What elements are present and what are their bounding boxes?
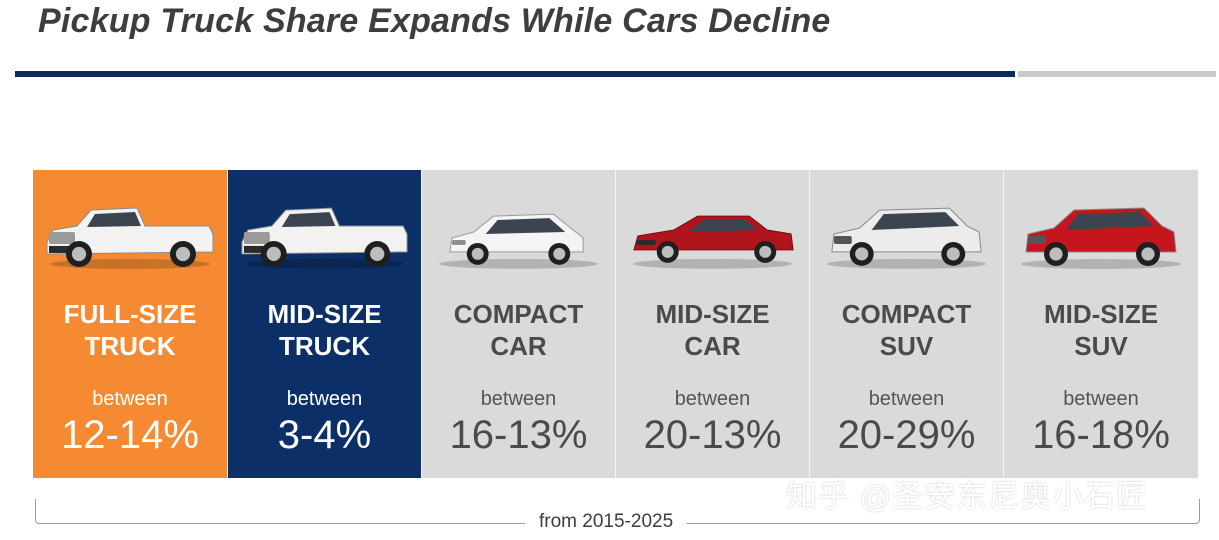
segment-name-line2: TRUCK <box>84 331 176 361</box>
panel-mid-size-suv: MID-SIZE SUV between 16-18% <box>1003 170 1198 478</box>
share-range: 16-13% <box>449 413 588 457</box>
title-underline-accent <box>1018 71 1216 77</box>
mid-size-pickup-truck-image <box>228 184 421 280</box>
compact-suv-image <box>810 184 1003 280</box>
segment-name-line2: CAR <box>490 331 547 361</box>
segment-name-line1: MID-SIZE <box>267 299 382 329</box>
segment-name: COMPACT SUV <box>810 298 1003 362</box>
share-range: 16-18% <box>1032 413 1170 457</box>
vehicle-segment-panels: FULL-SIZE TRUCK between 12-14% MID-SIZE … <box>33 170 1198 478</box>
share-range: 20-13% <box>643 413 782 457</box>
title-underline <box>15 71 1015 77</box>
segment-name: MID-SIZE CAR <box>616 298 809 362</box>
page-title: Pickup Truck Share Expands While Cars De… <box>38 2 831 40</box>
between-label: between <box>286 388 363 410</box>
share-range: 12-14% <box>61 413 199 457</box>
panel-compact-suv: COMPACT SUV between 20-29% <box>809 170 1003 478</box>
between-label: between <box>1063 388 1139 410</box>
share-range: 20-29% <box>837 413 976 457</box>
watermark: 知乎 @圣安东尼奥小石匠 <box>786 479 1149 514</box>
segment-name-line1: MID-SIZE <box>655 299 770 329</box>
segment-name-line1: MID-SIZE <box>1043 299 1159 329</box>
panel-full-size-truck: FULL-SIZE TRUCK between 12-14% <box>33 170 227 478</box>
mid-size-sedan-car-image <box>616 184 809 280</box>
segment-name-line2: SUV <box>879 331 934 361</box>
segment-name: MID-SIZE TRUCK <box>228 298 421 362</box>
panel-mid-size-truck: MID-SIZE TRUCK between 3-4% <box>227 170 421 478</box>
segment-name-line1: COMPACT <box>453 299 584 329</box>
mid-size-suv-image <box>1004 184 1198 280</box>
panel-compact-car: COMPACT CAR between 16-13% <box>421 170 615 478</box>
between-label: between <box>92 388 168 410</box>
segment-name: FULL-SIZE TRUCK <box>33 298 227 362</box>
period-label: from 2015-2025 <box>525 511 688 533</box>
segment-name-line2: SUV <box>1074 331 1128 361</box>
segment-name: COMPACT CAR <box>422 298 615 362</box>
share-range: 3-4% <box>277 413 372 457</box>
segment-name-line2: CAR <box>684 331 741 361</box>
panel-mid-size-car: MID-SIZE CAR between 20-13% <box>615 170 809 478</box>
segment-name: MID-SIZE SUV <box>1004 298 1198 362</box>
between-label: between <box>868 388 945 410</box>
full-size-pickup-truck-image <box>33 184 227 280</box>
between-label: between <box>480 388 557 410</box>
segment-name-line1: FULL-SIZE <box>63 299 197 329</box>
segment-name-line1: COMPACT <box>841 299 972 329</box>
between-label: between <box>674 388 751 410</box>
segment-name-line2: TRUCK <box>279 331 370 361</box>
compact-hatchback-car-image <box>422 184 615 280</box>
